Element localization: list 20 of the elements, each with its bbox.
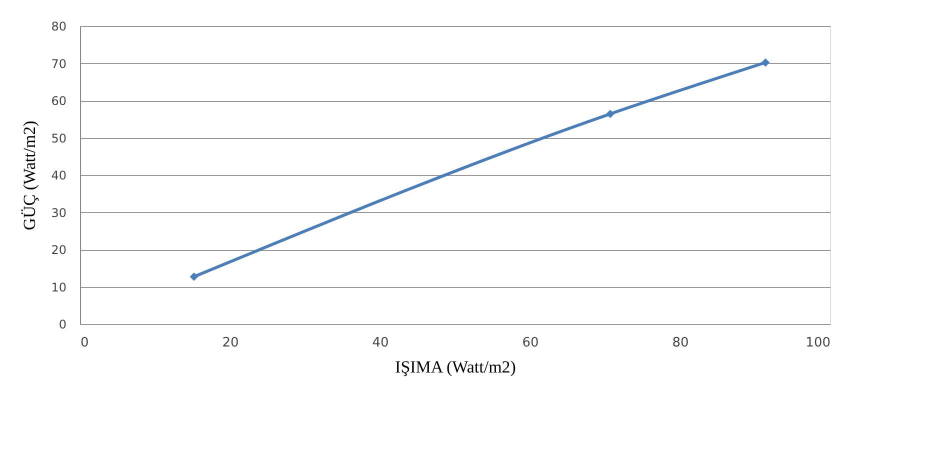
y-axis-title: GÜÇ (Watt/m2) bbox=[20, 120, 40, 230]
y-tick-label: 40 bbox=[51, 168, 66, 182]
y-tick-label: 50 bbox=[51, 131, 66, 146]
point bbox=[606, 110, 614, 118]
x-tick-label: 0 bbox=[80, 336, 89, 350]
y-tick-label: 0 bbox=[58, 318, 66, 332]
point bbox=[190, 272, 198, 281]
x-axis-title: IŞIMA (Watt/m2) bbox=[395, 358, 516, 376]
y-tick-label: 70 bbox=[51, 56, 66, 71]
x-tick-label: 80 bbox=[672, 336, 689, 350]
y-tick-label: 60 bbox=[51, 94, 66, 108]
x-tick-label: 40 bbox=[372, 336, 389, 350]
y-tick-label: 10 bbox=[51, 280, 66, 294]
y-tick-label: 20 bbox=[51, 243, 66, 257]
x-tick-label: 20 bbox=[222, 336, 239, 350]
x-tick-label: 100 bbox=[806, 336, 830, 350]
y-tick-label: 30 bbox=[51, 206, 66, 220]
point bbox=[761, 58, 770, 67]
x-tick-label: 60 bbox=[522, 336, 539, 350]
y-tick-label: 80 bbox=[51, 20, 66, 34]
